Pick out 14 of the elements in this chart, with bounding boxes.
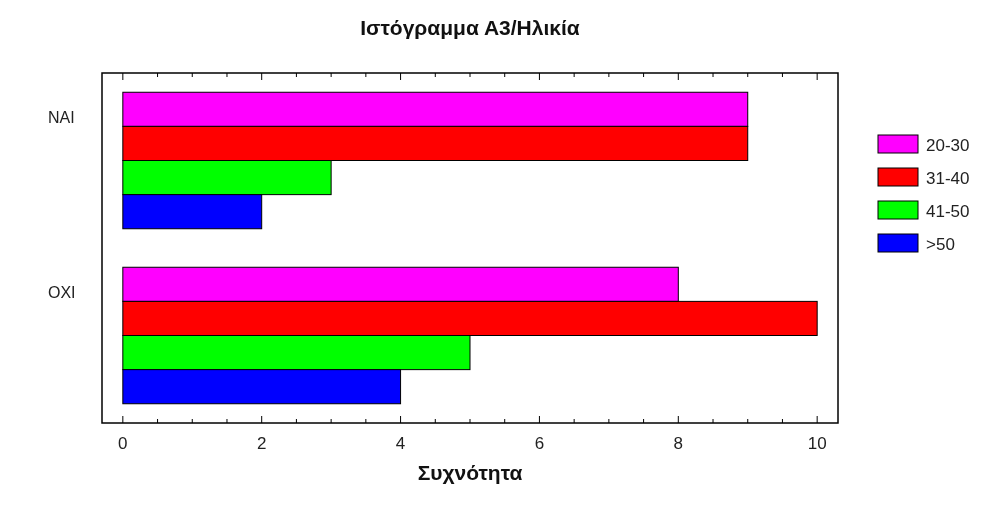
legend-label: 20-30 bbox=[926, 136, 970, 155]
x-tick-label: 0 bbox=[118, 434, 128, 453]
x-tick-label: 2 bbox=[256, 434, 267, 453]
x-tick-label: 4 bbox=[395, 434, 406, 453]
y-tick-label: ΟΧΙ bbox=[48, 283, 76, 301]
x-axis-title: Συχνότητα bbox=[417, 461, 523, 484]
x-tick-label: 8 bbox=[673, 434, 684, 453]
legend-label: 41-50 bbox=[926, 202, 970, 221]
x-tick-label: 6 bbox=[534, 434, 545, 453]
legend-label: >50 bbox=[926, 235, 955, 254]
chart-title: Ιστόγραμμα Α3/Ηλικία bbox=[360, 16, 580, 39]
legend-label: 31-40 bbox=[926, 169, 970, 188]
x-tick-label: 10 bbox=[807, 434, 827, 453]
y-tick-label: ΝΑΙ bbox=[48, 108, 75, 126]
